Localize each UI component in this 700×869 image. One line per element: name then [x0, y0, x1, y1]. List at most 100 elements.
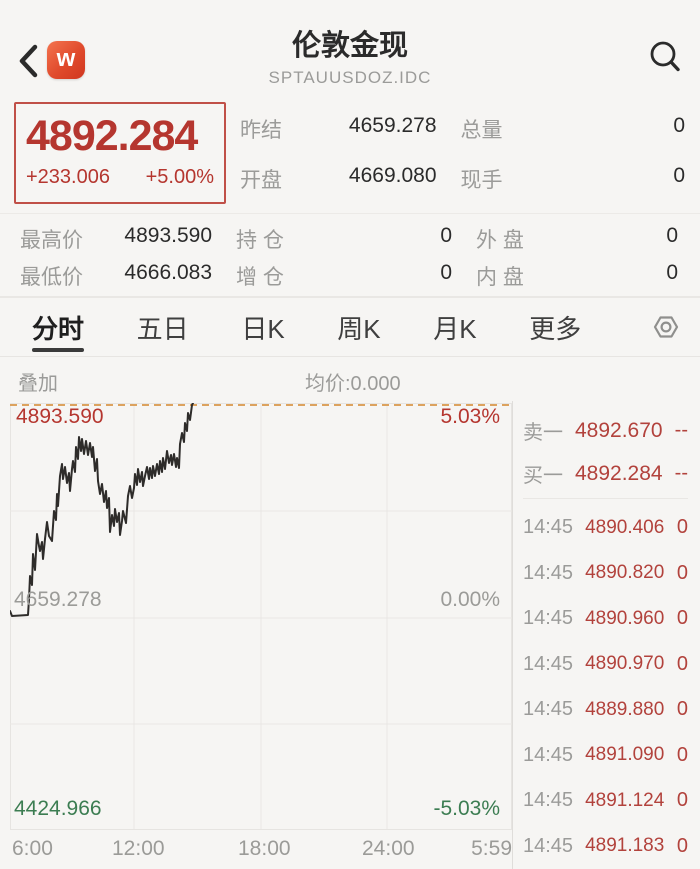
trade-volume: 0	[676, 607, 688, 630]
trade-time: 14:45	[523, 698, 574, 721]
field-value-total-volume: 0	[673, 114, 685, 137]
quote-fields: 昨结 4659.278 总量 0 开盘 4669.080 现手 0	[240, 104, 685, 204]
trade-price: 4889.880	[585, 698, 665, 720]
trade-volume: 0	[676, 834, 688, 857]
trade-row: 14:45 4890.960 0	[523, 596, 688, 641]
ask-row: 卖一 4892.670 --	[523, 409, 688, 452]
stat-value-inner-lots: 0	[666, 261, 678, 284]
field-label-current-lot: 现手	[460, 169, 503, 192]
last-price: 4892.284	[26, 112, 198, 161]
trade-row: 14:45 4891.124 0	[523, 778, 688, 823]
trade-row: 14:45 4890.820 0	[523, 551, 688, 596]
chart-settings-button[interactable]	[650, 298, 684, 356]
instrument-code: SPTAUUSDOZ.IDC	[268, 68, 432, 87]
field-value-current-lot: 0	[673, 164, 685, 187]
trade-row: 14:45 4889.880 0	[523, 687, 688, 732]
trade-volume: 0	[676, 516, 688, 539]
chart-high-price-label: 4893.590	[16, 405, 104, 428]
main-area: 4893.590 5.03% 4659.278 0.00% 4424.966 -…	[0, 401, 700, 869]
ask-volume: --	[674, 419, 688, 442]
stat-label-inner-lots: 内 盘	[476, 266, 524, 289]
bid-label: 买一	[523, 465, 563, 488]
price-change-pct: +5.00%	[145, 165, 214, 188]
field-label-prev-settle: 昨结	[240, 119, 282, 142]
chart-period-tabs: 分时 五日 日K 周K 月K 更多	[0, 298, 700, 357]
stat-label-oi-change: 增 仓	[236, 266, 284, 289]
stat-value-outer-lots: 0	[666, 224, 678, 247]
stat-label-low: 最低价	[20, 266, 83, 289]
chart-low-price-label: 4424.966	[14, 797, 102, 820]
panel-divider	[523, 498, 688, 500]
stat-value-high: 4893.590	[124, 224, 212, 247]
last-price-box: 4892.284 +233.006 +5.00%	[14, 102, 226, 204]
trade-price: 4891.090	[585, 744, 665, 766]
trade-row: 14:45 4890.406 0	[523, 505, 688, 550]
tab-monthly-k[interactable]: 月K	[433, 313, 477, 344]
stat-value-low: 4666.083	[124, 261, 212, 284]
chart-high-pct-label: 5.03%	[440, 405, 500, 428]
quote-section: 4892.284 +233.006 +5.00% 昨结 4659.278 总量 …	[0, 96, 700, 214]
tab-weekly-k[interactable]: 周K	[337, 313, 381, 344]
trade-time: 14:45	[523, 789, 574, 812]
trade-time: 14:45	[523, 561, 574, 584]
trade-row: 14:45 4891.183 0	[523, 824, 688, 869]
bid-volume: --	[674, 462, 688, 485]
trade-price: 4890.970	[585, 653, 665, 675]
x-tick-6: 6:00	[12, 837, 53, 860]
tab-more[interactable]: 更多	[529, 313, 582, 344]
chart-mid-price-label: 4659.278	[14, 588, 102, 611]
trade-row: 14:45 4891.090 0	[523, 733, 688, 778]
trade-price: 4890.960	[585, 607, 665, 629]
tab-five-day[interactable]: 五日	[136, 313, 189, 344]
x-tick-12: 12:00	[112, 837, 165, 860]
app-header: w 伦敦金现 SPTAUUSDOZ.IDC	[0, 0, 700, 96]
chart-mid-pct-label: 0.00%	[440, 588, 500, 611]
x-tick-18: 18:00	[238, 837, 291, 860]
trade-volume: 0	[676, 561, 688, 584]
intraday-chart[interactable]: 4893.590 5.03% 4659.278 0.00% 4424.966 -…	[0, 401, 512, 869]
tab-intraday[interactable]: 分时	[30, 298, 86, 356]
trade-volume: 0	[676, 698, 688, 721]
tab-daily-k[interactable]: 日K	[241, 313, 285, 344]
chart-canvas[interactable]	[10, 403, 512, 833]
ask-label: 卖一	[523, 422, 563, 445]
trade-time: 14:45	[523, 516, 574, 539]
price-line	[10, 403, 194, 617]
trade-time: 14:45	[523, 834, 574, 857]
x-tick-559: 5:59	[471, 837, 512, 860]
field-value-prev-settle: 4659.278	[348, 114, 437, 137]
overlay-button[interactable]: 叠加	[18, 373, 58, 395]
trade-row: 14:45 4890.970 0	[523, 642, 688, 687]
field-value-open: 4669.080	[348, 164, 437, 187]
settings-nut-icon	[653, 316, 679, 338]
trade-time: 14:45	[523, 652, 574, 675]
search-button[interactable]	[646, 38, 684, 78]
search-icon	[650, 41, 680, 72]
stat-value-oi-change: 0	[440, 261, 452, 284]
x-tick-24: 24:00	[362, 837, 415, 860]
page-title: 伦敦金现	[291, 30, 408, 62]
price-change: +233.006	[26, 165, 110, 188]
stat-label-high: 最高价	[20, 229, 83, 252]
chart-subbar: 叠加 均价:0.000	[0, 357, 700, 401]
chart-x-axis: 6:00 12:00 18:00 24:00 5:59	[10, 837, 512, 865]
field-label-open: 开盘	[240, 169, 282, 192]
trade-volume: 0	[676, 743, 688, 766]
trade-time: 14:45	[523, 607, 574, 630]
trade-time: 14:45	[523, 743, 574, 766]
trade-volume: 0	[676, 652, 688, 675]
chart-gridlines	[10, 403, 512, 829]
avg-price-label: 均价:0.000	[305, 373, 401, 395]
chart-low-pct-label: -5.03%	[433, 797, 500, 820]
orderbook-panel: 卖一 4892.670 -- 买一 4892.284 -- 14:45 4890…	[512, 401, 700, 869]
trade-price: 4890.820	[585, 562, 665, 584]
stat-label-open-interest: 持 仓	[236, 229, 284, 252]
ask-price: 4892.670	[575, 418, 663, 442]
field-label-total-volume: 总量	[460, 119, 503, 142]
stat-label-outer-lots: 外 盘	[476, 229, 524, 252]
trade-price: 4890.406	[585, 516, 665, 538]
wind-app-icon: w	[47, 41, 85, 79]
stats-section: 最高价 4893.590 持 仓 0 外 盘 0 最低价 4666.083 增 …	[0, 214, 700, 298]
stat-value-open-interest: 0	[440, 224, 452, 247]
back-button[interactable]	[16, 42, 42, 80]
